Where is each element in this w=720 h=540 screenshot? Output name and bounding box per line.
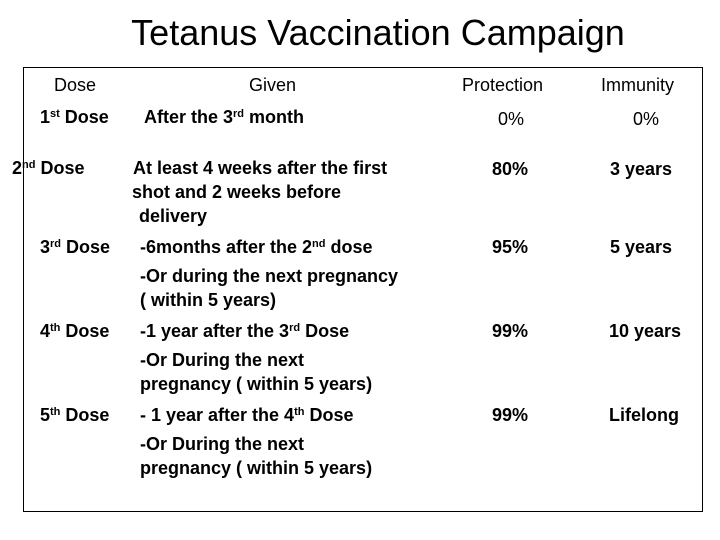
table-row-given: shot and 2 weeks before <box>132 182 342 202</box>
table-row-given: -Or During the next <box>140 350 305 370</box>
table-row-dose: 1st Dose <box>40 107 109 127</box>
table-row-immunity: 3 years <box>610 159 673 179</box>
table-row-protection: 0% <box>498 109 525 129</box>
table-row-protection: 80% <box>492 159 529 179</box>
table-row-given: -6months after the 2nd dose <box>140 237 373 257</box>
table-row-given: -Or during the next pregnancy <box>140 266 399 286</box>
table-row-dose: 4th Dose <box>40 321 110 341</box>
table-row-given: -Or During the next <box>140 434 305 454</box>
header-dose: Dose <box>54 75 97 95</box>
table-row-given: At least 4 weeks after the first <box>133 158 388 178</box>
table-row-protection: 99% <box>492 321 529 341</box>
header-protection: Protection <box>462 75 544 95</box>
table-row-given: pregnancy ( within 5 years) <box>140 458 373 478</box>
table-row-dose: 3rd Dose <box>40 237 111 257</box>
table-row-given: - 1 year after the 4th Dose <box>140 405 354 425</box>
table-row-given: After the 3rd month <box>144 107 305 127</box>
table-row-given: -1 year after the 3rd Dose <box>140 321 350 341</box>
table-row-dose: 5th Dose <box>40 405 110 425</box>
header-immunity: Immunity <box>601 75 675 95</box>
table-row-immunity: 5 years <box>610 237 673 257</box>
table-row-protection: 95% <box>492 237 529 257</box>
table-row-given: pregnancy ( within 5 years) <box>140 374 373 394</box>
vaccination-table: Dose Given Protection Immunity 1st Dose … <box>12 67 703 512</box>
table-row-immunity: Lifelong <box>609 405 679 425</box>
table-row-immunity: 10 years <box>609 321 682 341</box>
table-row-dose: 2nd Dose <box>12 158 85 178</box>
page-title: Tetanus Vaccination Campaign <box>131 12 625 53</box>
table-row-protection: 99% <box>492 405 529 425</box>
header-given: Given <box>249 75 297 95</box>
table-row-immunity: 0% <box>633 109 660 129</box>
table-row-given: delivery <box>139 206 208 226</box>
table-row-given: ( within 5 years) <box>140 290 277 310</box>
